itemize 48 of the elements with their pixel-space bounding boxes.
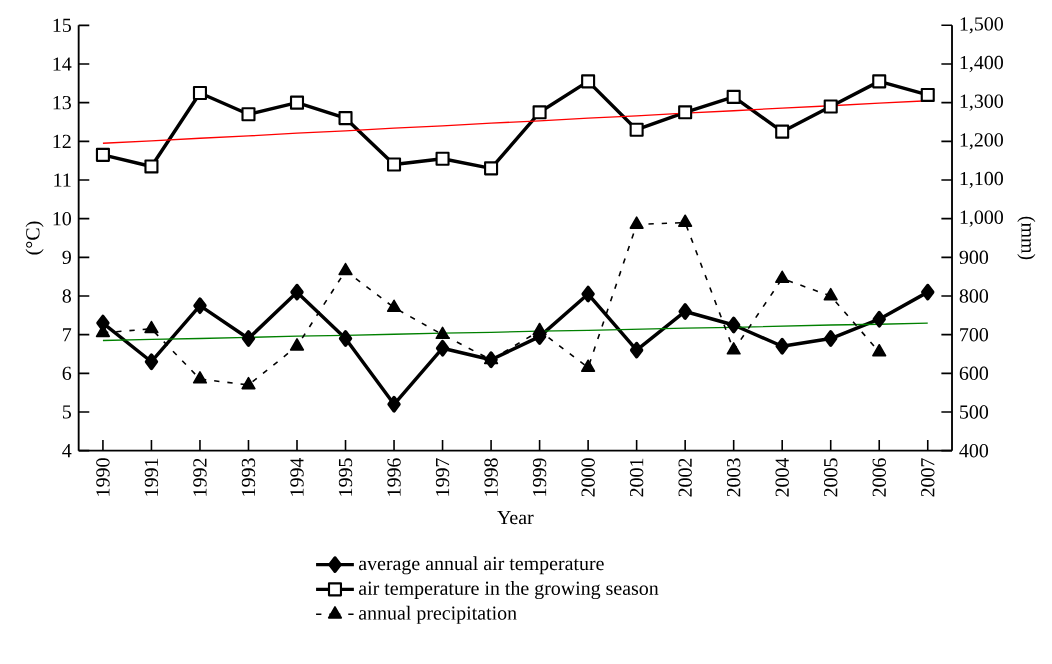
x-tick-label: 2004 (775, 457, 789, 497)
y-tick-label: 4 (62, 444, 72, 458)
y2-tick-label: 700 (960, 327, 989, 342)
y2-axis-title: (mm) (1017, 216, 1036, 260)
y2-tick-label: 1,100 (960, 171, 1003, 189)
y-tick-label: 14 (53, 57, 72, 71)
x-tick-label: 2001 (629, 458, 644, 497)
y-tick-label: 10 (53, 211, 72, 226)
y2-tick-label: 600 (959, 366, 989, 381)
x-tick-label: 1999 (532, 458, 547, 496)
x-tick-label: 1998 (484, 458, 498, 496)
y2-tick-label: 1,500 (960, 17, 1003, 34)
y-tick-label: 12 (53, 134, 71, 148)
x-tick-label: 2007 (921, 458, 935, 497)
x-axis-title: Year (497, 510, 534, 525)
y2-tick-label: 1,200 (960, 133, 1003, 150)
legend-label: annual precipitation (358, 605, 517, 624)
y2-tick-label: 1,000 (960, 210, 1003, 227)
y-tick-label: 9 (62, 250, 71, 265)
y2-tick-label: 500 (960, 405, 989, 419)
x-tick-label: 1992 (193, 458, 207, 496)
x-tick-label: 1996 (387, 458, 401, 496)
x-tick-label: 2005 (823, 458, 838, 497)
y-tick-label: 8 (62, 289, 72, 303)
x-tick-label: 1993 (241, 458, 256, 496)
y2-tick-label: 1,400 (960, 55, 1003, 73)
x-tick-label: 2000 (581, 458, 595, 497)
x-tick-label: 1995 (338, 458, 353, 496)
y-tick-label: 15 (53, 18, 71, 32)
x-tick-label: 1997 (435, 458, 450, 496)
y2-tick-label: 1,300 (960, 94, 1003, 111)
y-tick-label: 13 (53, 95, 71, 110)
y-tick-label: 6 (62, 366, 72, 381)
y2-tick-label: 900 (959, 250, 989, 265)
y2-tick-label: 800 (959, 289, 989, 303)
x-tick-label: 1990 (96, 458, 110, 496)
x-tick-label: 2003 (726, 458, 741, 497)
x-tick-label: 2006 (872, 458, 886, 497)
x-tick-label: 1994 (290, 457, 304, 496)
y2-tick-label: 400 (959, 443, 989, 458)
y-tick-label: 11 (54, 173, 71, 187)
legend-label: air temperature in the growing season (358, 581, 659, 600)
y-tick-label: 7 (63, 328, 72, 342)
legend-label: average annual air temperature (358, 556, 604, 575)
y-tick-label: 5 (62, 405, 71, 419)
y-axis-title: (°C) (25, 221, 44, 255)
x-tick-label: 2002 (678, 458, 692, 497)
x-tick-label: 1991 (144, 458, 159, 496)
